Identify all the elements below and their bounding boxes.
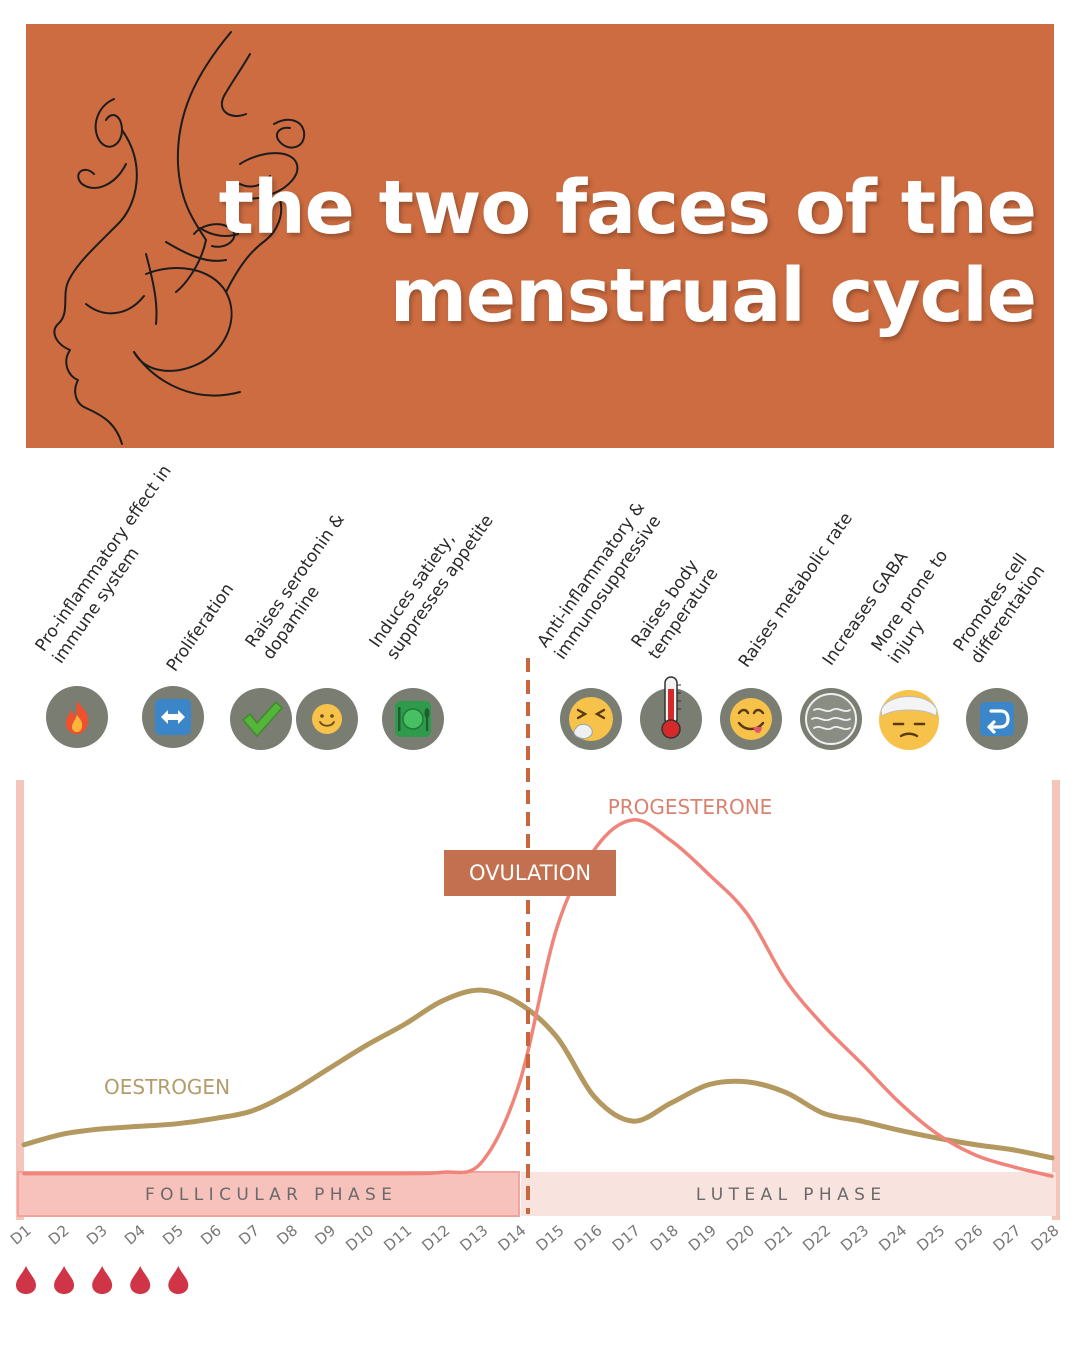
title-banner: the two faces of the menstrual cycle: [26, 24, 1054, 448]
ovulation-label: OVULATION: [469, 861, 591, 885]
day-tick-label: D2: [45, 1221, 73, 1248]
oestrogen-line: [21, 987, 1055, 1161]
day-tick-label: D11: [380, 1221, 415, 1254]
day-tick-label: D6: [197, 1221, 225, 1248]
ovulation-box: [444, 850, 616, 896]
luteal-phase-band: [520, 1172, 1056, 1216]
day-tick-label: D27: [989, 1221, 1024, 1254]
right-frame-bar: [1052, 780, 1060, 1220]
day-tick-label: D22: [799, 1221, 834, 1254]
calm-waves-icon: [800, 688, 862, 750]
day-tick-label: D3: [83, 1221, 111, 1248]
day-tick-label: D12: [418, 1221, 453, 1254]
day-tick-label: D26: [951, 1221, 986, 1254]
day-tick-label: D25: [913, 1221, 948, 1254]
face-line-art-icon: [53, 31, 306, 445]
effect-label-line: immune system: [48, 543, 144, 668]
day-tick-label: D8: [273, 1221, 301, 1248]
yum-face-icon: [720, 688, 782, 750]
progesterone-series-label: PROGESTERONE: [608, 795, 773, 819]
day-tick-label: D19: [685, 1221, 720, 1254]
blood-drop-icon: [54, 1266, 75, 1294]
return-arrow-icon: [966, 688, 1028, 750]
smiley-icon: [296, 688, 358, 750]
sneezing-face-icon: [560, 688, 622, 750]
day-tick-label: D7: [235, 1221, 263, 1248]
day-tick-label: D9: [311, 1221, 339, 1248]
left-right-arrow-icon: [142, 686, 204, 748]
oestrogen-series-label: OESTROGEN: [104, 1075, 230, 1099]
day-tick-label: D4: [121, 1221, 149, 1248]
luteal-phase-label: L U T E A L P H A S E: [696, 1185, 881, 1205]
day-tick-label: D17: [609, 1221, 644, 1254]
check-mark-icon: [230, 688, 292, 750]
day-tick-label: D1: [7, 1221, 35, 1248]
day-tick-label: D13: [456, 1221, 491, 1254]
plate-cutlery-icon: [382, 688, 444, 750]
title-line-2: menstrual cycle: [389, 253, 1037, 339]
day-tick-label: D21: [761, 1221, 796, 1254]
day-tick-label: D5: [159, 1221, 187, 1248]
blood-drop-icon: [92, 1266, 113, 1294]
title-line-1: the two faces of the: [218, 165, 1037, 251]
blood-drop-icon: [168, 1266, 189, 1294]
day-tick-label: D24: [875, 1221, 910, 1254]
follicular-phase-label: F O L L I C U L A R P H A S E: [145, 1185, 392, 1205]
day-tick-label: D28: [1028, 1221, 1063, 1254]
left-frame-bar: [16, 780, 24, 1220]
day-tick-label: D20: [723, 1221, 758, 1254]
effect-label-line: Pro-inflammatory effect in: [31, 461, 176, 656]
day-tick-label: D14: [494, 1221, 529, 1254]
day-tick-label: D23: [837, 1221, 872, 1254]
day-tick-label: D18: [647, 1221, 682, 1254]
fire-icon: [46, 686, 108, 748]
thermometer-icon: [640, 676, 702, 750]
page-title: the two faces of the menstrual cycle: [216, 164, 1037, 340]
day-tick-label: D16: [571, 1221, 606, 1254]
bandaged-head-icon: [876, 686, 942, 752]
day-tick-label: D10: [342, 1221, 377, 1254]
blood-drop-icon: [130, 1266, 151, 1294]
day-tick-label: D15: [533, 1221, 568, 1254]
blood-drop-icon: [16, 1266, 36, 1294]
progesterone-line: [22, 818, 1054, 1178]
